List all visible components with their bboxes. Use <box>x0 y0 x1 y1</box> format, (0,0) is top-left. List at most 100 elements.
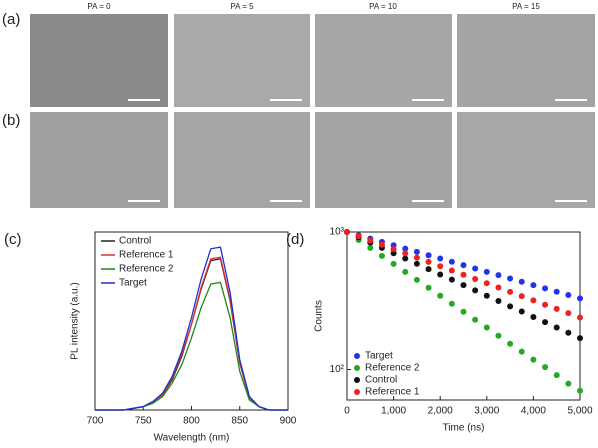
x-axis-title: Time (ns) <box>443 423 485 434</box>
data-point <box>413 276 420 283</box>
y-axis-title: Counts <box>314 300 325 332</box>
data-point <box>425 252 432 259</box>
legend-label: Control <box>119 236 151 247</box>
data-point <box>507 288 514 295</box>
data-point <box>460 282 467 289</box>
data-point <box>413 254 420 261</box>
data-point <box>530 356 537 363</box>
data-point <box>495 332 502 339</box>
data-point <box>425 258 432 265</box>
data-point <box>507 340 514 347</box>
data-point <box>355 233 362 240</box>
sem-images: PA = 0 PA = 5 PA = 10 PA = 15 <box>30 2 595 208</box>
data-point <box>472 316 479 323</box>
image-label: PA = 15 <box>512 2 540 11</box>
data-point <box>413 248 420 255</box>
data-point <box>402 268 409 275</box>
data-point <box>425 284 432 291</box>
data-point <box>483 268 490 275</box>
y-tick-label: 10² <box>330 364 345 375</box>
data-point <box>437 263 444 270</box>
data-point <box>565 380 572 387</box>
data-point <box>530 313 537 320</box>
data-point <box>565 310 572 317</box>
data-point <box>390 246 397 253</box>
data-point <box>390 250 397 257</box>
data-point <box>553 324 560 331</box>
legend-label: Control <box>365 375 397 386</box>
data-point <box>378 241 385 248</box>
data-point <box>483 280 490 287</box>
x-tick-label: 3,000 <box>474 406 499 417</box>
legend-label: Target <box>365 351 393 362</box>
data-point <box>402 250 409 257</box>
data-point <box>518 278 525 285</box>
panel-label: (b) <box>2 112 20 129</box>
data-point <box>553 305 560 312</box>
scale-bars <box>128 99 587 202</box>
data-point <box>553 288 560 295</box>
data-point <box>577 295 583 302</box>
data-point <box>518 348 525 355</box>
data-point <box>460 271 467 278</box>
y-axis-title: PL intensity (a.u.) <box>70 282 81 359</box>
data-point <box>448 276 455 283</box>
series-line <box>95 281 288 411</box>
data-point <box>507 275 514 282</box>
sem-image <box>174 112 310 208</box>
image-label: PA = 0 <box>87 2 111 11</box>
data-point <box>402 245 409 252</box>
data-point <box>344 229 350 235</box>
x-tick-label: 750 <box>135 416 152 427</box>
data-point <box>460 308 467 315</box>
sem-image <box>315 14 452 107</box>
data-point <box>448 267 455 274</box>
data-point <box>542 285 549 292</box>
data-point <box>367 244 374 251</box>
data-point <box>530 282 537 289</box>
legend-label: Reference 1 <box>119 250 174 261</box>
legend-swatch <box>354 353 360 359</box>
data-point <box>472 276 479 283</box>
x-tick-label: 850 <box>231 416 248 427</box>
data-point <box>542 301 549 308</box>
data-point <box>378 252 385 259</box>
sem-image <box>30 112 168 208</box>
series-line <box>95 246 288 411</box>
data-point <box>495 284 502 291</box>
data-point <box>390 260 397 267</box>
legend-swatch <box>354 377 360 383</box>
legend-label: Reference 2 <box>365 363 420 374</box>
sem-image <box>174 14 310 107</box>
data-point <box>577 314 583 321</box>
panel-label: (a) <box>2 11 20 28</box>
sem-image <box>30 14 168 107</box>
sem-image <box>315 112 452 208</box>
x-axis-title: Wavelength (nm) <box>154 433 230 444</box>
data-point <box>553 372 560 379</box>
data-point <box>448 258 455 265</box>
data-point <box>542 364 549 371</box>
data-point <box>425 266 432 273</box>
data-point <box>437 271 444 278</box>
data-point <box>437 255 444 262</box>
data-point <box>507 303 514 310</box>
data-point <box>437 292 444 299</box>
data-point <box>483 324 490 331</box>
x-tick-label: 900 <box>280 416 297 427</box>
sem-image <box>457 112 595 208</box>
image-label: PA = 10 <box>369 2 397 11</box>
data-point <box>495 272 502 279</box>
data-point <box>495 297 502 304</box>
data-point <box>413 260 420 267</box>
x-tick-label: 700 <box>87 416 104 427</box>
x-tick-label: 4,000 <box>521 406 546 417</box>
x-tick-label: 5,000 <box>567 406 592 417</box>
panel-label: (c) <box>4 231 22 248</box>
legend-label: Reference 1 <box>365 387 420 398</box>
data-point <box>518 293 525 300</box>
image-label: PA = 5 <box>230 2 254 11</box>
data-point <box>448 300 455 307</box>
data-point <box>402 255 409 262</box>
